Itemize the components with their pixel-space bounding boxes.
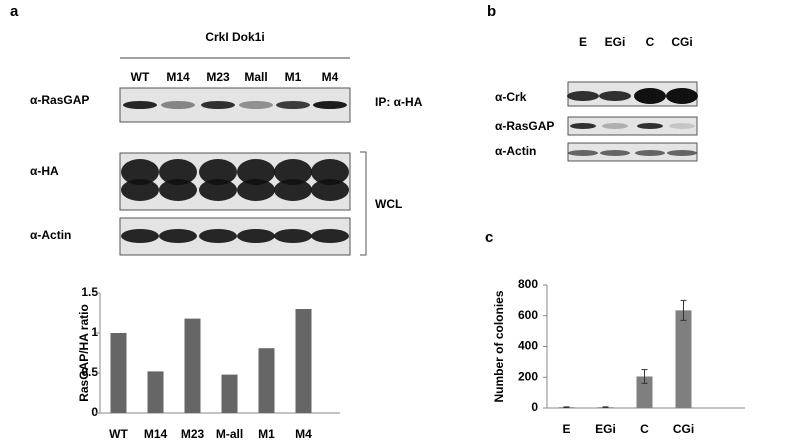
lane-label: EGi (605, 35, 626, 49)
x-tick-label: E (562, 422, 570, 436)
bracket (360, 151, 367, 256)
band (201, 101, 235, 109)
bar (110, 333, 127, 413)
ip-label: IP: α-HA (375, 95, 423, 109)
y-axis-label: RasGAP/HA ratio (77, 304, 91, 402)
band (237, 159, 275, 185)
panel-label: b (487, 3, 496, 20)
row-label: α-Actin (30, 228, 71, 242)
blot (567, 142, 698, 162)
wcl-label: WCL (375, 197, 402, 211)
y-tick-label: 400 (518, 339, 538, 353)
lane-label: E (579, 35, 587, 49)
blot (119, 152, 351, 211)
error-bar (563, 406, 570, 409)
band (121, 179, 159, 201)
y-tick-label: 600 (518, 308, 538, 322)
x-tick-label: M4 (295, 427, 312, 441)
lane-label: Mall (244, 70, 267, 84)
error-bar (641, 369, 648, 384)
band (567, 91, 599, 101)
band (159, 159, 197, 185)
row-label: α-Crk (495, 90, 527, 104)
lane-label: M4 (322, 70, 339, 84)
band (274, 159, 312, 185)
x-tick-label: M23 (181, 427, 205, 441)
band (667, 150, 697, 156)
x-tick-label: M1 (258, 427, 275, 441)
row-label: α-RasGAP (30, 93, 89, 107)
lane-label: C (646, 35, 655, 49)
band (311, 159, 349, 185)
band (121, 229, 159, 243)
band (274, 229, 312, 243)
band (599, 91, 631, 101)
x-tick-label: WT (109, 427, 128, 441)
band (669, 123, 695, 129)
band (637, 123, 663, 129)
lane-label: M1 (285, 70, 302, 84)
band (274, 179, 312, 201)
band (239, 101, 273, 109)
y-tick-label: 1.5 (81, 285, 98, 299)
band (237, 179, 275, 201)
bar (147, 371, 164, 413)
bar (184, 318, 201, 413)
bar (221, 374, 238, 413)
band (313, 101, 347, 109)
y-tick-label: 200 (518, 369, 538, 383)
band (311, 229, 349, 243)
lane-label: M23 (206, 70, 230, 84)
band (161, 101, 195, 109)
bar (295, 309, 312, 413)
band (666, 88, 698, 104)
y-tick-label: 0.5 (81, 365, 98, 379)
y-tick-label: 800 (518, 277, 538, 291)
band (570, 123, 596, 129)
x-tick-label: C (640, 422, 649, 436)
blot (567, 116, 698, 136)
error-bar (680, 299, 687, 321)
y-tick-label: 0 (531, 400, 538, 414)
y-tick-label: 0 (91, 405, 98, 419)
panel-label: c (485, 229, 493, 246)
band (199, 159, 237, 185)
band (311, 179, 349, 201)
x-tick-label: CGi (673, 422, 694, 436)
band (602, 123, 628, 129)
band (199, 229, 237, 243)
band (123, 101, 157, 109)
band (237, 229, 275, 243)
band (199, 179, 237, 201)
band (634, 88, 666, 104)
bar (258, 348, 275, 413)
error-bar (602, 406, 609, 409)
lane-label: WT (131, 70, 150, 84)
lane-label: CGi (671, 35, 692, 49)
y-tick-label: 1 (91, 325, 98, 339)
x-tick-label: M14 (144, 427, 168, 441)
bar (675, 310, 692, 408)
blot-title: CrkI Dok1i (205, 30, 264, 44)
band (159, 229, 197, 243)
band (121, 159, 159, 185)
row-label: α-RasGAP (495, 119, 554, 133)
band (159, 179, 197, 201)
x-tick-label: M-all (216, 427, 243, 441)
band (600, 150, 630, 156)
x-tick-label: EGi (595, 422, 616, 436)
band (276, 101, 310, 109)
band (635, 150, 665, 156)
row-label: α-HA (30, 164, 59, 178)
bar (636, 376, 653, 408)
band (568, 150, 598, 156)
panel-label: a (10, 3, 19, 20)
lane-label: M14 (166, 70, 190, 84)
row-label: α-Actin (495, 144, 536, 158)
y-axis-label: Number of colonies (492, 290, 506, 402)
